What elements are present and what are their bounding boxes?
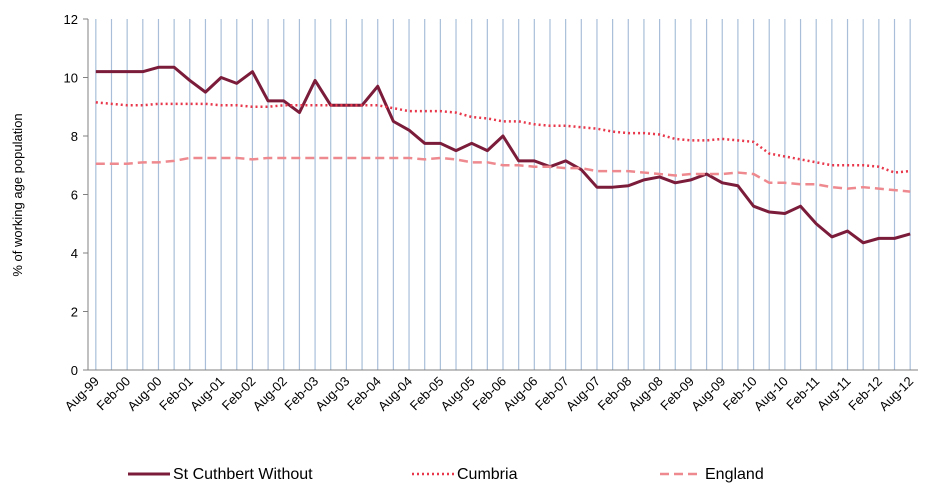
x-tick-label: Aug-09 xyxy=(688,374,728,414)
legend-label: Cumbria xyxy=(457,466,518,483)
x-tick-label: Aug-05 xyxy=(438,374,478,414)
y-tick-label: 4 xyxy=(71,246,78,261)
x-tick-label: Aug-12 xyxy=(876,374,916,414)
y-tick-label: 0 xyxy=(71,363,78,378)
series-line xyxy=(95,101,911,174)
x-tick-label: Aug-99 xyxy=(62,374,102,414)
x-tick-label: Aug-01 xyxy=(187,374,227,414)
x-tick-label: Feb-11 xyxy=(783,374,822,413)
legend-label: St Cuthbert Without xyxy=(173,466,313,483)
y-tick-label: 8 xyxy=(71,129,78,144)
y-tick-label: 12 xyxy=(64,12,78,27)
x-tick-label: Aug-06 xyxy=(500,374,540,414)
series-line xyxy=(95,65,911,245)
legend-label: England xyxy=(705,466,764,483)
y-tick-label: 2 xyxy=(71,305,78,320)
x-tick-label: Aug-02 xyxy=(250,374,290,414)
y-axis-label: % of working age population xyxy=(10,113,25,276)
x-tick-label: Aug-11 xyxy=(814,374,854,414)
x-tick-label: Aug-07 xyxy=(563,374,603,414)
x-tick-label: Aug-10 xyxy=(751,374,791,414)
y-tick-label: 6 xyxy=(71,188,78,203)
x-tick-label: Aug-03 xyxy=(312,374,352,414)
x-tick-label: Aug-04 xyxy=(375,374,415,414)
y-tick-label: 10 xyxy=(64,71,78,86)
series-line xyxy=(95,156,911,193)
x-tick-label: Aug-00 xyxy=(124,374,164,414)
x-tick-label: Aug-08 xyxy=(625,374,665,414)
